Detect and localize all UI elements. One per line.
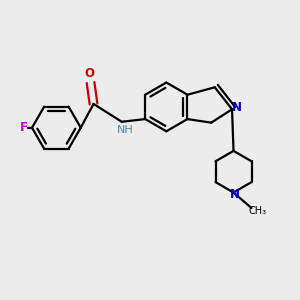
Text: NH: NH — [117, 125, 134, 135]
Text: CH₃: CH₃ — [249, 206, 267, 216]
Text: N: N — [232, 101, 242, 114]
Text: O: O — [84, 67, 94, 80]
Text: N: N — [230, 188, 240, 201]
Text: F: F — [20, 121, 28, 134]
